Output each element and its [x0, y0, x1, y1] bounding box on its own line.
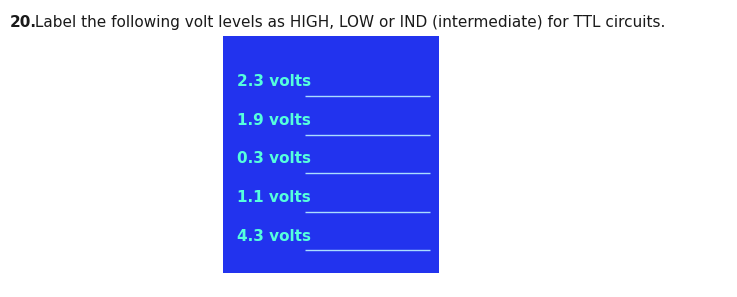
Text: 1.1 volts: 1.1 volts	[237, 190, 311, 205]
Text: Label the following volt levels as HIGH, LOW or IND (intermediate) for TTL circu: Label the following volt levels as HIGH,…	[30, 15, 666, 30]
Text: 0.3 volts: 0.3 volts	[237, 151, 311, 166]
FancyBboxPatch shape	[223, 36, 439, 273]
Text: 1.9 volts: 1.9 volts	[237, 113, 311, 128]
Text: 20.: 20.	[10, 15, 37, 30]
Text: 2.3 volts: 2.3 volts	[237, 74, 311, 89]
Text: 4.3 volts: 4.3 volts	[237, 229, 311, 244]
